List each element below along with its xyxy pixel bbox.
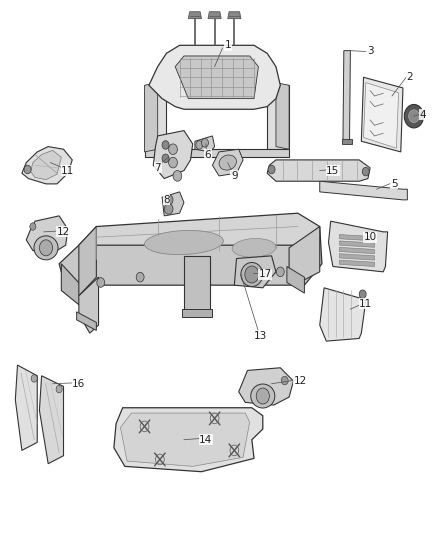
Circle shape	[169, 144, 177, 155]
Polygon shape	[267, 85, 289, 149]
Text: 7: 7	[154, 163, 161, 173]
Polygon shape	[228, 12, 241, 19]
Polygon shape	[339, 241, 374, 247]
Text: 11: 11	[61, 166, 74, 175]
Polygon shape	[120, 413, 250, 466]
Polygon shape	[79, 213, 320, 259]
Circle shape	[162, 141, 169, 149]
Text: 10: 10	[364, 232, 377, 242]
Circle shape	[201, 139, 208, 147]
Circle shape	[24, 165, 31, 174]
Circle shape	[39, 240, 53, 256]
Text: 5: 5	[391, 179, 398, 189]
Polygon shape	[175, 56, 258, 99]
Text: 8: 8	[163, 195, 170, 205]
Polygon shape	[208, 12, 221, 19]
Circle shape	[173, 171, 182, 181]
Polygon shape	[339, 235, 374, 241]
Ellipse shape	[241, 263, 263, 287]
Polygon shape	[234, 256, 276, 288]
Text: 3: 3	[367, 46, 374, 55]
Polygon shape	[145, 149, 289, 157]
Polygon shape	[289, 227, 320, 280]
Polygon shape	[339, 247, 374, 254]
Polygon shape	[145, 85, 166, 149]
Circle shape	[169, 157, 177, 168]
Polygon shape	[287, 266, 304, 293]
Circle shape	[162, 154, 169, 163]
Circle shape	[268, 165, 275, 174]
Circle shape	[56, 385, 62, 393]
Circle shape	[97, 278, 105, 287]
Polygon shape	[239, 368, 293, 405]
Ellipse shape	[145, 230, 223, 255]
Text: 14: 14	[199, 435, 212, 445]
Circle shape	[276, 267, 284, 277]
Polygon shape	[26, 216, 68, 253]
Polygon shape	[182, 309, 212, 317]
Polygon shape	[61, 264, 81, 306]
Text: 15: 15	[326, 166, 339, 175]
Text: 6: 6	[205, 150, 212, 159]
Ellipse shape	[34, 236, 58, 260]
Text: 9: 9	[231, 171, 238, 181]
Polygon shape	[343, 51, 350, 141]
Text: 4: 4	[419, 110, 426, 119]
Circle shape	[237, 262, 245, 271]
Polygon shape	[79, 227, 96, 296]
Polygon shape	[39, 376, 64, 464]
Circle shape	[281, 376, 288, 385]
Polygon shape	[188, 12, 201, 19]
Polygon shape	[149, 45, 280, 109]
Polygon shape	[153, 131, 193, 179]
Polygon shape	[267, 160, 370, 181]
Polygon shape	[77, 312, 96, 330]
Text: 12: 12	[57, 227, 70, 237]
Polygon shape	[212, 149, 243, 176]
Polygon shape	[184, 256, 210, 312]
Text: 16: 16	[72, 379, 85, 389]
Circle shape	[245, 266, 259, 283]
Polygon shape	[339, 260, 374, 266]
Circle shape	[359, 290, 366, 298]
Circle shape	[30, 223, 36, 230]
Ellipse shape	[251, 384, 275, 408]
Circle shape	[362, 167, 369, 176]
Polygon shape	[364, 83, 399, 148]
Text: 11: 11	[359, 299, 372, 309]
Polygon shape	[145, 83, 158, 152]
Circle shape	[164, 204, 173, 214]
Polygon shape	[15, 365, 37, 450]
Polygon shape	[276, 83, 289, 149]
Circle shape	[31, 375, 37, 382]
Polygon shape	[31, 150, 61, 180]
Text: 17: 17	[258, 270, 272, 279]
Polygon shape	[320, 288, 366, 341]
Polygon shape	[328, 221, 388, 272]
Circle shape	[196, 141, 203, 149]
Text: 1: 1	[224, 41, 231, 50]
Polygon shape	[320, 181, 407, 200]
Polygon shape	[361, 77, 403, 152]
Circle shape	[409, 110, 419, 123]
Circle shape	[164, 195, 173, 205]
Polygon shape	[195, 136, 215, 152]
Text: 2: 2	[406, 72, 413, 82]
Polygon shape	[59, 227, 322, 285]
Circle shape	[256, 388, 269, 404]
Polygon shape	[22, 147, 72, 184]
Text: 12: 12	[293, 376, 307, 386]
Text: 13: 13	[254, 331, 267, 341]
Polygon shape	[114, 408, 263, 472]
Polygon shape	[162, 192, 184, 216]
Circle shape	[404, 104, 424, 128]
Polygon shape	[339, 254, 374, 260]
Polygon shape	[342, 139, 352, 144]
Circle shape	[136, 272, 144, 282]
Ellipse shape	[232, 238, 276, 257]
Polygon shape	[79, 277, 99, 333]
Ellipse shape	[219, 155, 237, 170]
